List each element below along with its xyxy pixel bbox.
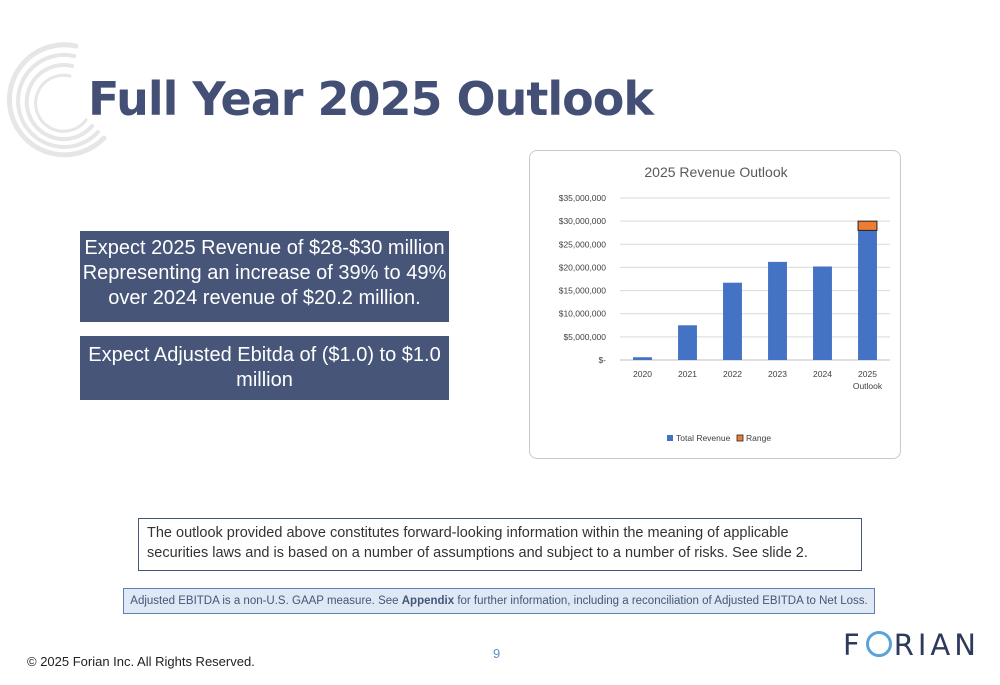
revenue-bar [723,282,742,360]
x-tick-label: Outlook [853,381,883,391]
x-tick-label: 2023 [768,369,787,379]
x-tick-label: 2025 [858,369,877,379]
logo-o-circle-icon [865,631,892,657]
revenue-chart-card: 2025 Revenue Outlook $- $5,000,000 $10,000… [529,150,901,459]
chart-title: 2025 Revenue Outlook [644,164,788,180]
logo-arcs-graphic [6,42,107,158]
ebitda-line-2: million [236,369,293,391]
revenue-bar [633,357,652,360]
revenue-bar [678,325,697,360]
y-tick-label: $10,000,000 [559,309,607,319]
page-number: 9 [493,646,501,661]
ebitda-line-1: Expect Adjusted Ebitda of ($1.0) to $1.0 [88,344,441,366]
revenue-outlook-box: Expect 2025 Revenue of $28-$30 million R… [80,231,449,322]
note-suffix: for further information, including a rec… [454,595,868,607]
forward-looking-disclaimer: The outlook provided above constitutes f… [138,518,862,571]
legend-swatch [736,434,744,442]
revenue-line-1: Expect 2025 Revenue of $28-$30 million [84,237,445,259]
x-tick-label: 2024 [813,369,832,379]
forian-logo: F RIAN [843,628,980,662]
y-tick-label: $5,000,000 [563,332,606,342]
note-prefix: Adjusted EBITDA is a non-U.S. GAAP measu… [130,595,402,607]
page-title: Full Year 2025 Outlook [88,72,654,126]
legend-label: Range [746,433,771,443]
x-tick-label: 2020 [633,369,652,379]
range-bar [857,220,878,231]
logo-letters-rian: RIAN [893,628,980,662]
appendix-link[interactable]: Appendix [401,595,455,607]
revenue-bar [768,261,787,360]
revenue-bar [858,230,877,360]
y-tick-label: $20,000,000 [559,262,607,272]
x-tick-label: 2021 [678,369,697,379]
y-tick-label: $25,000,000 [559,239,607,249]
x-tick-label: 2022 [723,369,742,379]
revenue-bar [813,266,832,360]
y-tick-label: $- [598,355,606,365]
revenue-line-3: over 2024 revenue of $20.2 million. [108,287,421,309]
logo-letter-f: F [843,628,864,662]
non-gaap-note: Adjusted EBITDA is a non-U.S. GAAP measu… [123,588,875,614]
y-tick-label: $35,000,000 [559,193,607,203]
revenue-line-2: Representing an increase of 39% to 49% [82,262,447,284]
y-tick-label: $15,000,000 [559,286,607,296]
legend-swatch [667,435,673,441]
y-tick-label: $30,000,000 [559,216,607,226]
ebitda-outlook-box: Expect Adjusted Ebitda of ($1.0) to $1.0… [80,336,449,400]
copyright-text: © 2025 Forian Inc. All Rights Reserved. [27,654,255,669]
revenue-chart: 2025 Revenue Outlook $- $5,000,000 $10,000… [559,164,890,443]
legend-label: Total Revenue [676,433,731,443]
